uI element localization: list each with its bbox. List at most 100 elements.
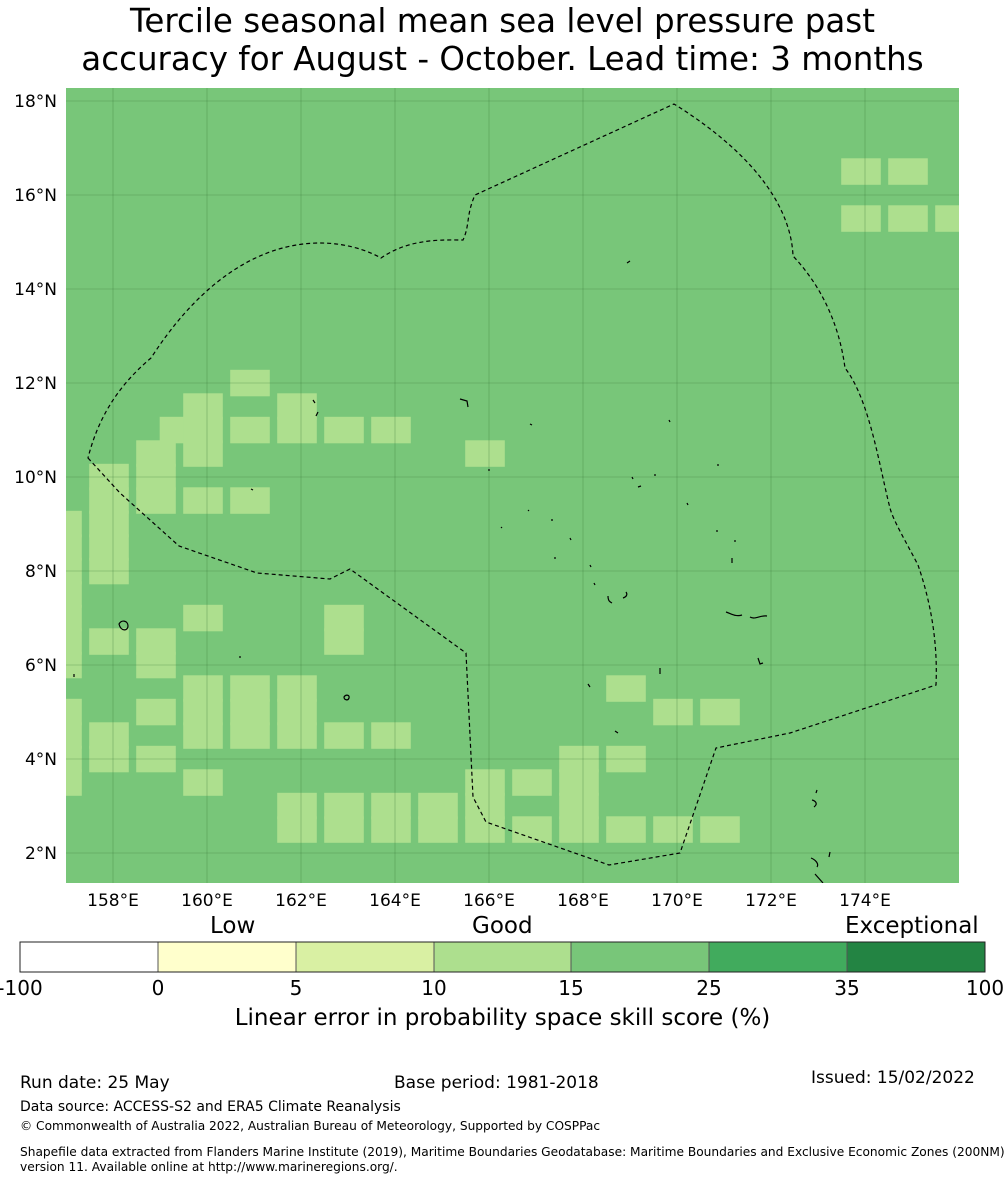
skill-cell-10-15 (465, 440, 505, 467)
skill-cell-10-15 (559, 792, 599, 820)
lat-tick-label: 4°N (25, 750, 57, 770)
title-line-2: accuracy for August - October. Lead time… (81, 40, 924, 78)
skill-cell-10-15 (183, 698, 223, 726)
skill-cell-10-15 (465, 769, 505, 796)
skill-cell-10-15 (324, 816, 364, 843)
skill-cell-10-15 (277, 698, 317, 726)
skill-cell-10-15 (371, 816, 411, 843)
skill-cell-10-15 (653, 816, 693, 843)
colorbar-tick: 25 (696, 976, 722, 1000)
issued-date: Issued: 15/02/2022 (811, 1068, 975, 1088)
figure-title: Tercile seasonal mean sea level pressure… (0, 2, 1005, 78)
colorbar-tick: 15 (558, 976, 584, 1000)
skill-cell-10-15 (66, 604, 82, 632)
skill-cell-10-15 (277, 816, 317, 843)
skill-cell-10-15 (230, 416, 270, 444)
data-source: Data source: ACCESS-S2 and ERA5 Climate … (20, 1099, 401, 1115)
skill-cell-10-15 (183, 487, 223, 514)
skill-cell-10-15 (324, 628, 364, 655)
colorbar-label-good: Good (472, 913, 533, 939)
skill-cell-10-15 (66, 722, 82, 749)
skill-cell-10-15 (277, 416, 317, 444)
run-date: Run date: 25 May (20, 1073, 170, 1093)
skill-cell-10-15 (559, 816, 599, 843)
lat-tick-label: 8°N (25, 562, 57, 582)
skill-cell-10-15 (465, 792, 505, 820)
skill-cell-10-15 (418, 792, 458, 820)
skill-cell-10-15 (700, 698, 740, 726)
copyright-notice: © Commonwealth of Australia 2022, Austra… (20, 1119, 601, 1133)
lat-tick-label: 2°N (25, 844, 57, 864)
colorbar-tick: 100 (965, 976, 1005, 1000)
skill-cell-10-15 (89, 722, 129, 749)
colorbar-frame (19, 941, 986, 973)
skill-cell-10-15 (324, 792, 364, 820)
lon-tick-label: 168°E (557, 891, 609, 911)
axis-ticks: 158°E 160°E 162°E 164°E 166°E 168°E 170°E 172°E… (14, 92, 891, 911)
colorbar-label-exceptional: Exceptional (845, 913, 979, 939)
skill-cell-10-15 (230, 722, 270, 749)
skill-cell-10-15 (230, 675, 270, 702)
skill-cell-10-15 (841, 158, 881, 185)
skill-cell-10-15 (277, 675, 317, 702)
skill-cell-10-15 (371, 792, 411, 820)
lon-tick-label: 166°E (463, 891, 515, 911)
skill-cell-10-15 (183, 722, 223, 749)
lat-tick-label: 10°N (14, 468, 57, 488)
skill-cell-10-15 (277, 393, 317, 420)
island-outline (622, 591, 628, 599)
skill-cell-10-15 (935, 205, 959, 232)
lat-tick-label: 16°N (14, 186, 57, 206)
island-outline (73, 464, 736, 734)
colorbar-bin-2 (158, 942, 296, 972)
skill-cell-10-15 (66, 698, 82, 726)
lon-tick-label: 160°E (181, 891, 233, 911)
skill-cell-10-15 (183, 675, 223, 702)
lon-tick-label: 162°E (275, 891, 327, 911)
skill-cell-10-15 (277, 792, 317, 820)
colorbar-tick: 10 (421, 976, 447, 1000)
lat-tick-label: 6°N (25, 656, 57, 676)
skill-cell-10-15 (66, 534, 82, 561)
shapefile-credit-line-1: Shapefile data extracted from Flanders M… (20, 1145, 1005, 1159)
lat-tick-label: 14°N (14, 280, 57, 300)
colorbar-label-low: Low (210, 913, 256, 939)
island-outline (607, 595, 613, 604)
skill-cell-10-15 (700, 816, 740, 843)
colorbar-tick: -100 (0, 976, 43, 1000)
island-outline (749, 615, 768, 619)
island-outline (343, 694, 350, 701)
skill-cell-10-15 (183, 604, 223, 632)
skill-cell-10-15 (324, 722, 364, 749)
colorbar-bin-1 (20, 942, 158, 972)
skill-cell-10-15 (230, 698, 270, 726)
lon-tick-label: 172°E (745, 891, 797, 911)
island-outline (811, 789, 818, 808)
skill-cell-10-15 (183, 440, 223, 467)
skill-cell-10-15 (136, 698, 176, 726)
colorbar-tick: 0 (151, 976, 165, 1000)
skill-cell-10-15 (371, 722, 411, 749)
lat-tick-label: 18°N (14, 92, 57, 112)
lon-tick-label: 158°E (87, 891, 139, 911)
skill-cell-10-15 (89, 534, 129, 561)
colorbar-bin-3 (296, 942, 434, 972)
skill-cell-10-15 (136, 440, 176, 467)
skill-cell-10-15 (888, 205, 928, 232)
island-outline (312, 260, 671, 426)
skill-cell-10-15 (66, 769, 82, 796)
skill-cell-10-15 (89, 510, 129, 538)
skill-cell-10-15 (559, 769, 599, 796)
skill-cell-10-15 (653, 698, 693, 726)
skill-cell-10-15 (324, 416, 364, 444)
skill-cell-10-15 (66, 581, 82, 608)
colorbar-bin-7 (847, 942, 985, 972)
island-outline (810, 851, 831, 883)
skill-cell-10-15 (418, 816, 458, 843)
base-period: Base period: 1981-2018 (394, 1073, 599, 1093)
skill-cell-10-15 (230, 487, 270, 514)
colorbar-tick: 35 (834, 976, 860, 1000)
skill-cell-10-15 (183, 769, 223, 796)
skill-cell-10-15 (371, 416, 411, 444)
